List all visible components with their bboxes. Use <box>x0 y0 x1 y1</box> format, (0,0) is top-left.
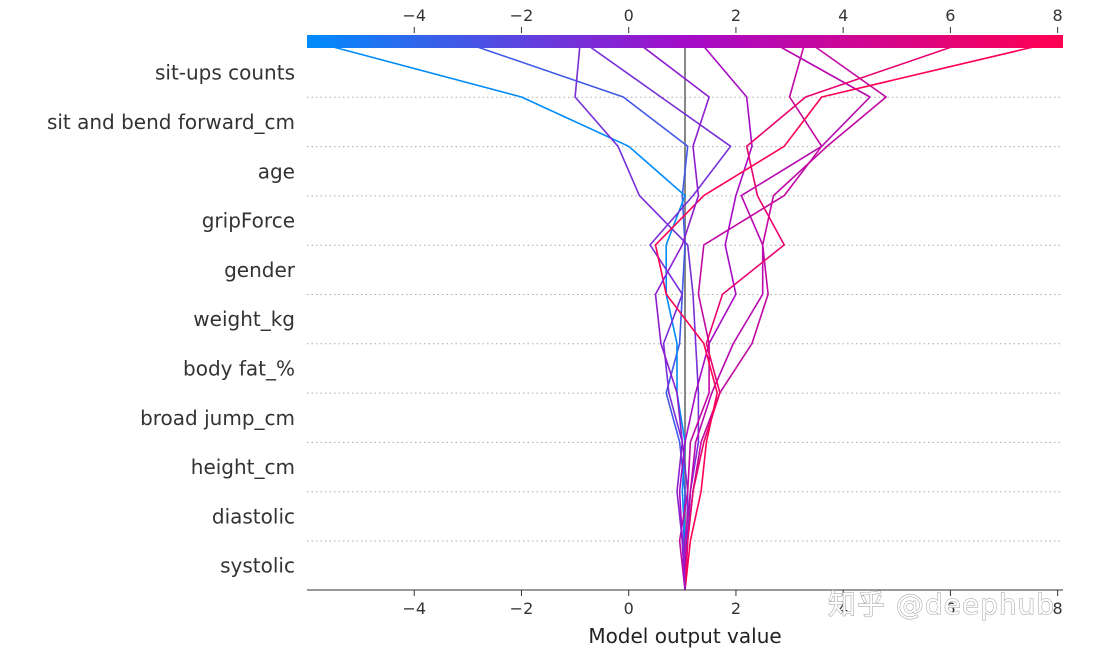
decision-path <box>684 39 871 590</box>
decision-path <box>678 39 753 591</box>
feature-label: height_cm <box>191 455 295 479</box>
top-tick-label: 6 <box>945 6 955 25</box>
decision-path <box>654 39 1064 591</box>
decision-path <box>456 39 689 591</box>
decision-path <box>684 39 973 591</box>
colorbar <box>307 35 1063 48</box>
bottom-tick-label: −2 <box>510 599 534 618</box>
decision-path <box>579 39 732 591</box>
feature-label: gender <box>224 258 296 282</box>
feature-label: diastolic <box>212 504 295 528</box>
bottom-axis-ticks: −4 −2 0 2 4 6 8 <box>402 590 1063 618</box>
bottom-tick-label: 8 <box>1053 599 1063 618</box>
bottom-tick-label: 2 <box>731 599 741 618</box>
feature-label: systolic <box>220 554 295 578</box>
top-tick-label: 8 <box>1053 6 1063 25</box>
feature-label: broad jump_cm <box>140 406 295 430</box>
top-tick-label: 4 <box>838 6 848 25</box>
top-tick-label: 0 <box>624 6 634 25</box>
top-axis-ticks: −4 −2 0 2 4 6 8 <box>402 6 1063 33</box>
decision-path <box>306 39 686 590</box>
feature-label: sit-ups counts <box>155 61 295 85</box>
feature-label: weight_kg <box>193 307 295 331</box>
bottom-tick-label: 6 <box>945 599 955 618</box>
feature-label: body fat_% <box>183 356 295 380</box>
top-tick-label: −2 <box>510 6 534 25</box>
decision-path <box>633 39 710 591</box>
bottom-tick-label: −4 <box>402 599 426 618</box>
feature-label: age <box>258 159 295 183</box>
decision-path <box>678 39 823 591</box>
decision-paths <box>306 39 1064 591</box>
feature-labels: sit-ups counts sit and bend forward_cmage… <box>47 61 296 578</box>
top-tick-label: −4 <box>402 6 426 25</box>
x-axis-title: Model output value <box>588 624 781 648</box>
bottom-tick-label: 0 <box>624 599 634 618</box>
feature-label: sit and bend forward_cm <box>47 110 295 134</box>
feature-label: gripForce <box>202 209 295 233</box>
top-tick-label: 2 <box>731 6 741 25</box>
bottom-tick-label: 4 <box>838 599 848 618</box>
watermark-text: 知乎 @deephub <box>828 588 1055 621</box>
